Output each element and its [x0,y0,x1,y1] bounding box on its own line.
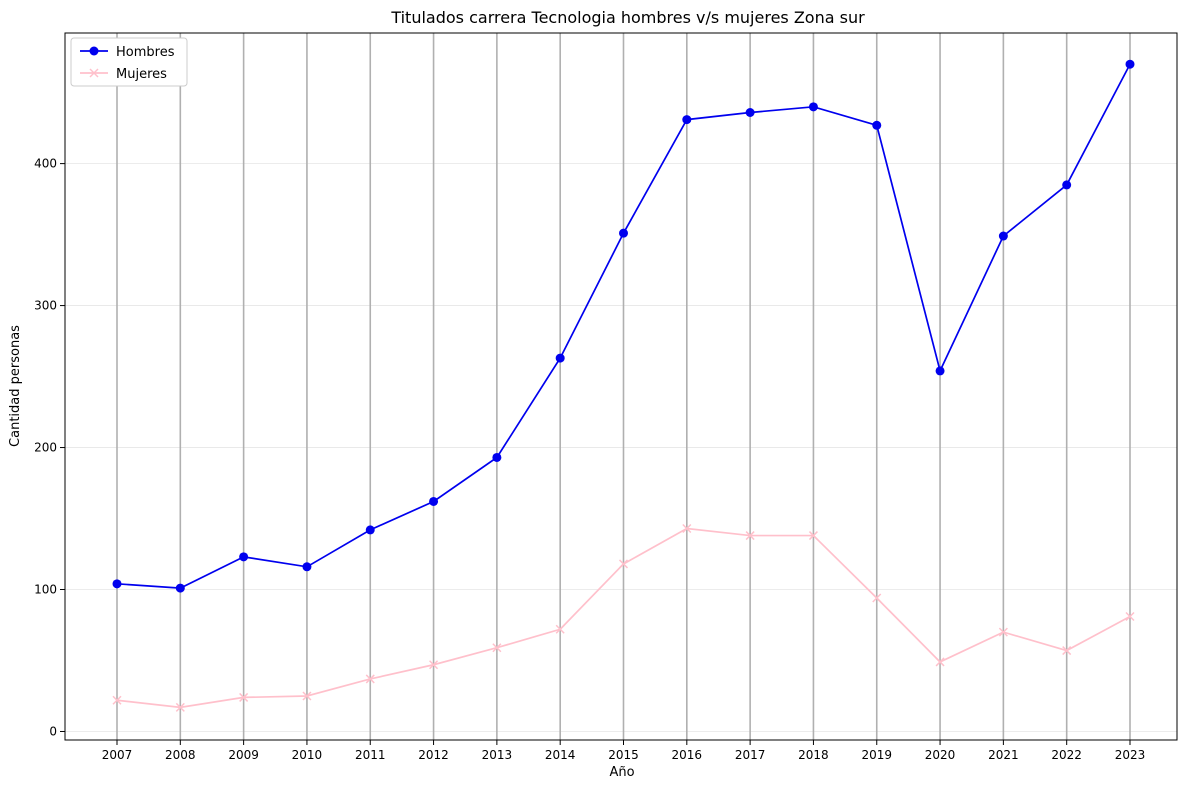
y-tick-label: 100 [34,583,57,597]
data-point [365,674,375,684]
x-tick-label: 2018 [798,748,829,762]
x-axis-label: Año [609,765,634,780]
data-point [1062,646,1072,656]
x-tick-label: 2012 [418,748,449,762]
marker-stroke [112,695,122,705]
data-point [618,559,629,569]
data-point [555,624,565,634]
marker-stroke [429,660,439,670]
data-point [998,627,1008,637]
data-point [239,552,249,562]
marker-stroke [492,643,502,653]
series-mujeres [112,523,1135,712]
data-point [619,228,628,238]
x-tick-label: 2011 [355,748,386,762]
data-point [808,531,818,541]
data-point [682,115,692,125]
x-tick-label: 2014 [545,748,576,762]
x-tick-label: 2010 [292,748,323,762]
y-tick-label: 0 [49,724,57,738]
y-tick-label: 300 [34,299,57,313]
y-axis-label: Cantidad personas [8,325,23,447]
data-point [239,692,249,702]
data-point [872,120,882,130]
data-point [745,108,755,118]
data-point [1125,611,1135,622]
marker-stroke [1062,646,1072,656]
x-axis-ticks: 2007 2008 2009 2010 2011 2012 2013 2014 2015 2016… [102,740,1146,762]
marker-stroke [808,531,818,541]
legend-label: Mujeres [116,67,167,82]
data-point [302,691,312,701]
series-hombres [112,59,1135,593]
x-tick-label: 2021 [988,748,1019,762]
x-tick-label: 2020 [925,748,956,762]
data-point [492,452,502,462]
data-point [808,102,818,112]
marker-stroke [618,559,629,569]
marker-stroke [998,627,1008,637]
data-point [492,643,502,653]
legend-box [70,37,188,87]
legend: Hombres Mujeres [70,37,188,87]
marker-stroke [555,624,565,634]
legend-marker [89,68,99,78]
y-tick-label: 400 [34,157,57,171]
y-axis-ticks: 0 100 200 300 400 [34,157,65,738]
data-point [175,702,185,712]
marker-stroke [935,657,945,667]
legend-item-hombres: Hombres [80,45,175,60]
data-point [112,695,122,705]
data-point [745,531,755,541]
legend-item-mujeres: Mujeres [80,67,167,82]
data-point [555,353,565,363]
marker-stroke [239,692,249,702]
x-tick-label: 2009 [228,748,259,762]
y-tick-label: 200 [34,441,57,455]
data-point [935,657,945,667]
legend-label: Hombres [116,45,175,60]
x-tick-label: 2016 [672,748,703,762]
data-point [872,593,882,603]
data-point [1062,180,1072,190]
marker-stroke [682,523,692,533]
marker-stroke [1125,611,1135,622]
grid [65,33,1177,740]
x-tick-label: 2019 [861,748,892,762]
data-point [935,366,945,376]
data-point [302,562,312,572]
data-point [112,579,122,589]
x-tick-label: 2023 [1115,748,1146,762]
marker-stroke [872,593,882,603]
marker-stroke [745,531,755,541]
chart-title: Titulados carrera Tecnologia hombres v/s… [390,8,865,27]
data-point [429,660,439,670]
data-point [175,583,185,593]
x-tick-label: 2022 [1051,748,1082,762]
data-point [429,496,439,506]
series-layer [112,59,1135,712]
legend-marker [89,46,99,56]
data-point [1125,59,1135,69]
x-tick-label: 2015 [608,748,639,762]
x-tick-label: 2007 [102,748,133,762]
x-tick-label: 2008 [165,748,196,762]
marker-stroke [175,702,185,712]
x-tick-label: 2017 [735,748,766,762]
x-tick-label: 2013 [482,748,513,762]
marker-stroke [365,674,375,684]
data-point [682,523,692,533]
data-point [998,231,1008,241]
data-point [365,525,375,535]
marker-stroke [302,691,312,701]
plot-frame [64,32,1178,741]
